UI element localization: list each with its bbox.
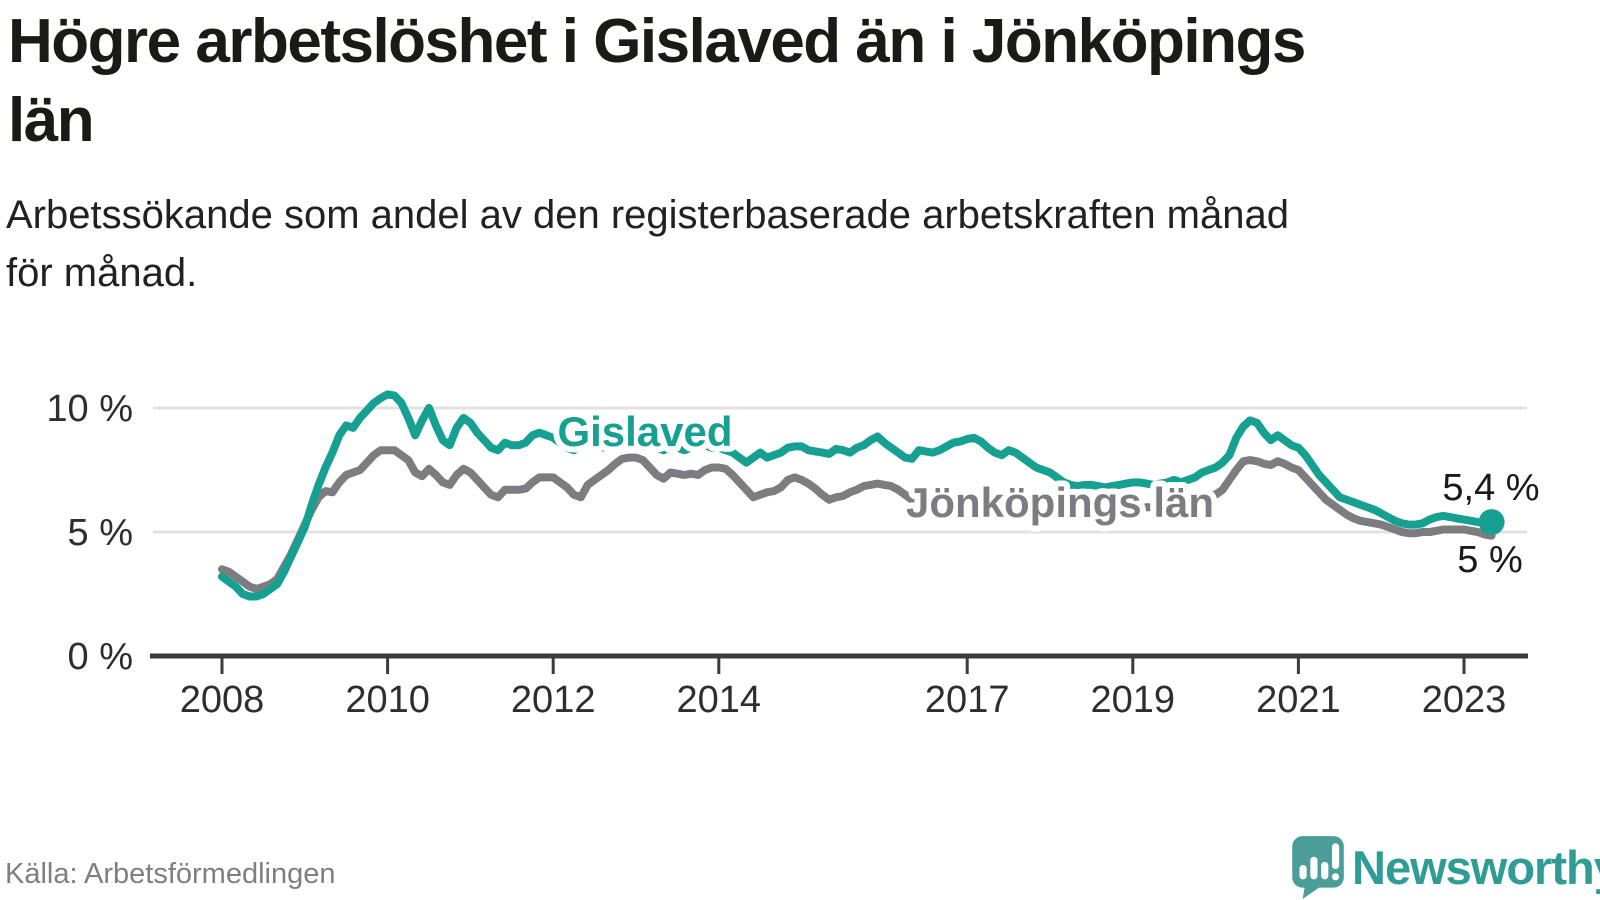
x-tick-label-2021: 2021 xyxy=(1256,679,1341,721)
x-tick-label-2010: 2010 xyxy=(345,679,430,721)
page-title: Högre arbetslöshet i Gislaved än i Jönkö… xyxy=(8,7,1306,155)
y-tick-label-5: 5 % xyxy=(68,512,133,554)
annotation-j-nk-pings-l-n: Jönköpings län xyxy=(906,479,1214,526)
x-tick-label-2017: 2017 xyxy=(925,679,1010,721)
x-tick-label-2019: 2019 xyxy=(1091,679,1176,721)
bar-3 xyxy=(1321,861,1329,880)
newsworthy-logo-icon xyxy=(1292,836,1344,899)
bar-2 xyxy=(1310,856,1318,880)
annotation-5-4-: 5,4 % xyxy=(1442,467,1539,509)
speech-bubble-shape xyxy=(1292,836,1344,899)
x-tick-label-2008: 2008 xyxy=(180,679,265,721)
source-caption: Källa: Arbetsförmedlingen xyxy=(5,858,336,890)
y-tick-label-0: 0 % xyxy=(68,636,133,678)
exclamation-bar xyxy=(1331,843,1340,870)
x-tick-label-2012: 2012 xyxy=(511,679,596,721)
page-subtitle: Arbetssökande som andel av den registerb… xyxy=(6,193,1289,295)
newsworthy-wordmark: Newsworthy xyxy=(1352,841,1600,894)
series-end-dot-gislaved xyxy=(1478,509,1505,536)
x-tick-label-2014: 2014 xyxy=(677,679,762,721)
exclamation-dot xyxy=(1331,873,1340,881)
y-tick-label-10: 10 % xyxy=(46,388,133,430)
series-line-jonkopings-lan xyxy=(218,446,1496,593)
bar-1 xyxy=(1299,864,1307,880)
series-line-gislaved xyxy=(218,390,1496,601)
annotation-5-: 5 % xyxy=(1457,539,1522,581)
x-tick-label-2023: 2023 xyxy=(1422,679,1507,721)
annotation-gislaved: Gislaved xyxy=(557,408,732,455)
